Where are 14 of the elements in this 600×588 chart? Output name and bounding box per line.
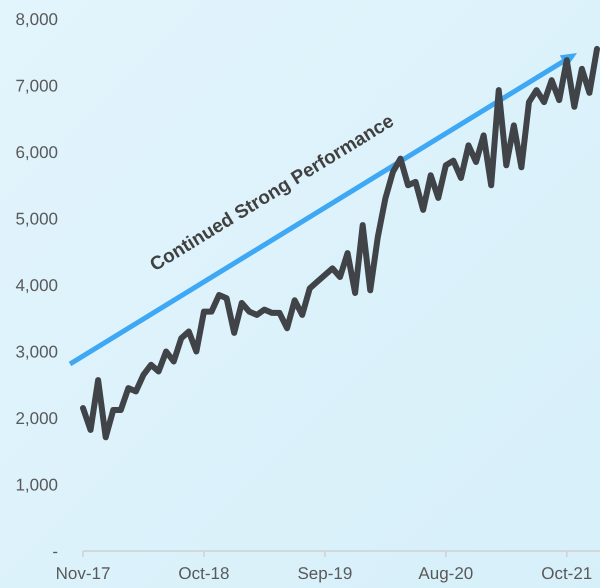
y-tick-label: 1,000 (15, 475, 58, 494)
y-tick-label: 6,000 (15, 142, 58, 162)
y-tick-label: 7,000 (15, 76, 58, 96)
y-tick-label: - (52, 542, 58, 561)
x-tick-label: Sep-19 (297, 564, 352, 583)
x-tick-label: Aug-20 (418, 564, 474, 583)
y-tick-label: 4,000 (15, 276, 58, 295)
x-tick-label: Oct-21 (541, 564, 592, 583)
x-tick-label: Nov-17 (56, 564, 110, 583)
y-tick-label: 2,000 (15, 408, 58, 428)
x-tick-label: Oct-18 (178, 564, 230, 583)
y-tick-label: 3,000 (15, 342, 58, 362)
y-tick-label: 8,000 (15, 10, 58, 29)
y-tick-label: 5,000 (15, 209, 58, 228)
